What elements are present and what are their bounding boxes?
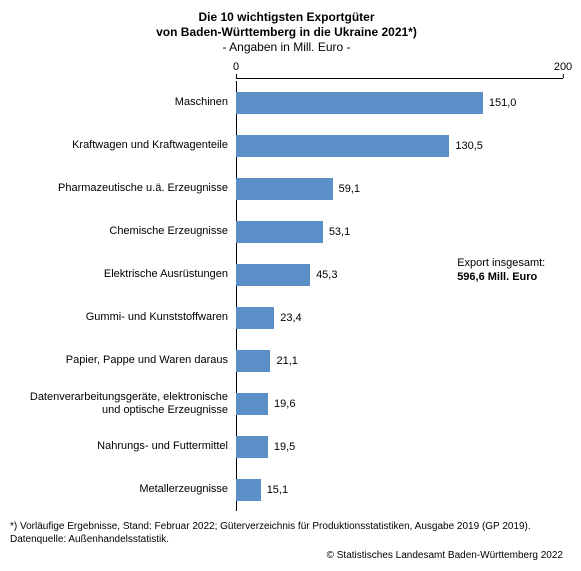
bar-track: 151,0 bbox=[236, 81, 563, 124]
category-label: Papier, Pappe und Waren daraus bbox=[10, 354, 236, 367]
x-tick-label: 0 bbox=[233, 61, 239, 73]
bar-row: Datenverarbeitungsgeräte, elektronische … bbox=[10, 382, 563, 425]
bar-value-label: 151,0 bbox=[489, 97, 517, 109]
category-label: Elektrische Ausrüstungen bbox=[10, 268, 236, 281]
tick-mark bbox=[236, 74, 237, 78]
bar-track: 53,1 bbox=[236, 210, 563, 253]
bar bbox=[236, 393, 268, 415]
bar-value-label: 130,5 bbox=[455, 140, 483, 152]
bar-value-label: 19,5 bbox=[274, 441, 295, 453]
category-label: Datenverarbeitungsgeräte, elektronische … bbox=[10, 391, 236, 416]
x-axis-scale: 0 200 bbox=[236, 61, 563, 79]
bar-row: Pharmazeutische u.ä. Erzeugnisse 59,1 bbox=[10, 167, 563, 210]
bar bbox=[236, 479, 261, 501]
footnote-line: *) Vorläufige Ergebnisse, Stand: Februar… bbox=[10, 521, 531, 532]
total-annotation: Export insgesamt: 596,6 Mill. Euro bbox=[457, 257, 545, 285]
plot-area: Maschinen 151,0 Kraftwagen und Kraftwagent… bbox=[10, 81, 563, 511]
bar-track: 130,5 bbox=[236, 124, 563, 167]
category-label: Maschinen bbox=[10, 96, 236, 109]
bar-value-label: 59,1 bbox=[339, 183, 360, 195]
bar-value-label: 53,1 bbox=[329, 226, 350, 238]
x-tick: 200 bbox=[554, 61, 572, 78]
chart-title-line2: von Baden-Württemberg in die Ukraine 202… bbox=[10, 25, 563, 40]
bar bbox=[236, 221, 323, 243]
bar-row: Kraftwagen und Kraftwagenteile 130,5 bbox=[10, 124, 563, 167]
bar-row: Maschinen 151,0 bbox=[10, 81, 563, 124]
footnote: *) Vorläufige Ergebnisse, Stand: Februar… bbox=[10, 521, 563, 546]
bar-row: Papier, Pappe und Waren daraus 21,1 bbox=[10, 339, 563, 382]
category-label: Kraftwagen und Kraftwagenteile bbox=[10, 139, 236, 152]
x-axis: 0 200 bbox=[10, 61, 563, 79]
bar bbox=[236, 264, 310, 286]
chart-container: Die 10 wichtigsten Exportgüter von Baden… bbox=[0, 0, 581, 571]
annotation-line1: Export insgesamt: bbox=[457, 257, 545, 269]
bar-value-label: 19,6 bbox=[274, 398, 295, 410]
x-tick-label: 200 bbox=[554, 61, 572, 73]
bar-value-label: 15,1 bbox=[267, 484, 288, 496]
annotation-line2: 596,6 Mill. Euro bbox=[457, 271, 537, 283]
category-label: Chemische Erzeugnisse bbox=[10, 225, 236, 238]
category-label: Nahrungs- und Futtermittel bbox=[10, 440, 236, 453]
bar-value-label: 21,1 bbox=[276, 355, 297, 367]
x-tick: 0 bbox=[233, 61, 239, 78]
bar-value-label: 45,3 bbox=[316, 269, 337, 281]
bar bbox=[236, 178, 333, 200]
bar bbox=[236, 92, 483, 114]
bar-track: 19,5 bbox=[236, 425, 563, 468]
category-label: Metallerzeugnisse bbox=[10, 483, 236, 496]
category-label: Gummi- und Kunststoffwaren bbox=[10, 311, 236, 324]
chart-title-block: Die 10 wichtigsten Exportgüter von Baden… bbox=[10, 10, 563, 55]
chart-title-line1: Die 10 wichtigsten Exportgüter bbox=[10, 10, 563, 25]
bar-track: 59,1 bbox=[236, 167, 563, 210]
bar-row: Metallerzeugnisse 15,1 bbox=[10, 468, 563, 511]
bar-value-label: 23,4 bbox=[280, 312, 301, 324]
bar-track: 21,1 bbox=[236, 339, 563, 382]
chart-subtitle: - Angaben in Mill. Euro - bbox=[10, 40, 563, 55]
bar-row: Chemische Erzeugnisse 53,1 bbox=[10, 210, 563, 253]
bar bbox=[236, 135, 449, 157]
bar-row: Gummi- und Kunststoffwaren 23,4 bbox=[10, 296, 563, 339]
bar-track: 15,1 bbox=[236, 468, 563, 511]
copyright: © Statistisches Landesamt Baden-Württemb… bbox=[10, 550, 563, 561]
category-label: Pharmazeutische u.ä. Erzeugnisse bbox=[10, 182, 236, 195]
bar bbox=[236, 307, 274, 329]
bar bbox=[236, 436, 268, 458]
bar-track: 19,6 bbox=[236, 382, 563, 425]
bar bbox=[236, 350, 270, 372]
tick-mark bbox=[562, 74, 563, 78]
footnote-line: Datenquelle: Außenhandelsstatistik. bbox=[10, 534, 169, 545]
bar-row: Nahrungs- und Futtermittel 19,5 bbox=[10, 425, 563, 468]
bar-track: 23,4 bbox=[236, 296, 563, 339]
